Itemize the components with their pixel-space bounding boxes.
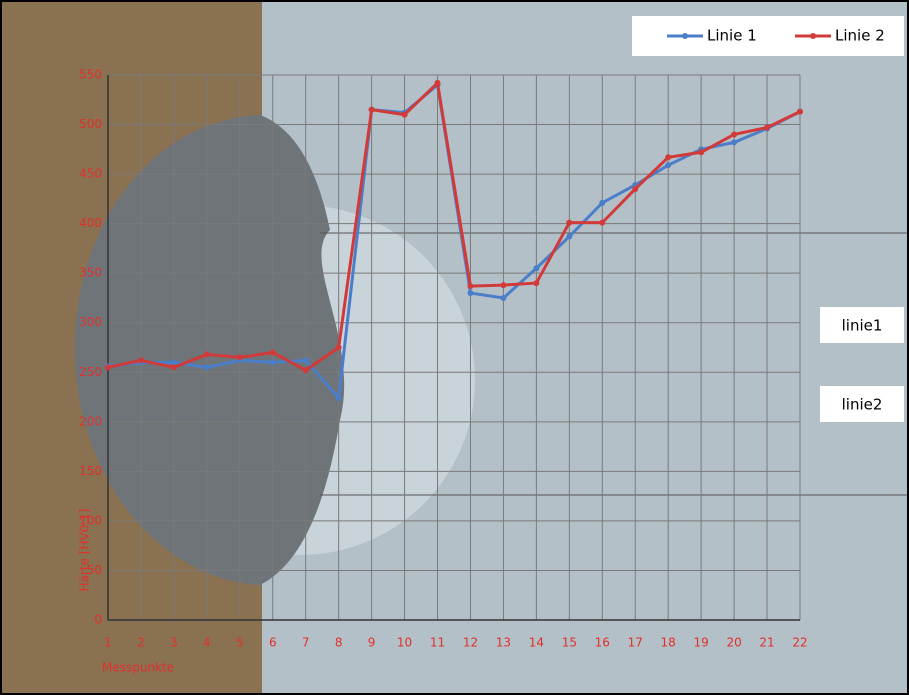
data-point	[170, 364, 177, 371]
x-tick-label: 2	[137, 636, 145, 650]
data-point	[731, 131, 738, 138]
x-tick-label: 14	[529, 636, 544, 650]
legend-marker	[810, 33, 816, 39]
x-tick-label: 8	[335, 636, 343, 650]
data-point	[368, 106, 375, 113]
data-point	[599, 199, 606, 206]
x-tick-label: 21	[759, 636, 774, 650]
data-point	[434, 79, 441, 86]
x-tick-label: 12	[463, 636, 478, 650]
data-point	[203, 364, 210, 371]
data-point	[566, 219, 573, 226]
data-point	[269, 349, 276, 356]
data-point	[533, 280, 540, 287]
y-tick-label: 0	[94, 613, 102, 627]
y-tick-label: 450	[79, 167, 102, 181]
x-tick-label: 15	[562, 636, 577, 650]
data-point	[203, 351, 210, 358]
data-point	[170, 359, 177, 366]
data-point	[566, 233, 573, 240]
data-point	[500, 282, 507, 289]
data-point	[665, 154, 672, 161]
x-tick-label: 18	[661, 636, 676, 650]
annotation: linie2	[842, 396, 883, 414]
data-point	[632, 185, 639, 192]
legend-label: Linie 2	[835, 27, 885, 45]
x-tick-label: 3	[170, 636, 178, 650]
y-tick-label: 250	[79, 365, 102, 379]
data-point	[764, 124, 771, 131]
x-tick-label: 20	[726, 636, 741, 650]
data-point	[105, 364, 111, 371]
y-tick-label: 150	[79, 464, 102, 478]
data-point	[335, 395, 342, 402]
x-tick-label: 13	[496, 636, 511, 650]
x-tick-label: 19	[694, 636, 709, 650]
series-line	[107, 79, 801, 373]
data-point	[236, 354, 243, 361]
y-tick-label: 500	[79, 117, 102, 131]
data-point	[137, 357, 144, 364]
x-axis-label: Messpunkte	[102, 661, 174, 675]
data-point	[698, 149, 705, 156]
x-tick-label: 7	[302, 636, 310, 650]
y-axis-label: Härte [HV0,1]	[78, 509, 92, 592]
y-tick-label: 300	[79, 315, 102, 329]
data-point	[467, 283, 474, 290]
y-tick-label: 550	[79, 68, 102, 82]
data-point	[335, 344, 342, 351]
data-point	[401, 111, 408, 118]
data-point	[731, 139, 738, 146]
annotation-box	[820, 386, 904, 422]
x-tick-label: 10	[397, 636, 412, 650]
y-tick-label: 100	[79, 513, 102, 527]
x-tick-label: 17	[628, 636, 643, 650]
annotation: linie1	[842, 317, 883, 335]
data-point	[302, 357, 309, 364]
data-point	[797, 108, 803, 115]
x-tick-label: 5	[236, 636, 244, 650]
y-tick-label: 200	[79, 414, 102, 428]
data-point	[599, 219, 606, 226]
x-tick-label: 22	[792, 636, 807, 650]
x-tick-label: 1	[104, 636, 112, 650]
x-tick-label: 16	[595, 636, 610, 650]
annotation-box	[820, 307, 904, 343]
legend-label: Linie 1	[707, 27, 757, 45]
data-point	[467, 290, 474, 296]
x-tick-label: 11	[430, 636, 445, 650]
data-point	[269, 359, 276, 366]
legend-marker	[682, 33, 688, 39]
data-point	[665, 162, 672, 169]
x-tick-label: 9	[368, 636, 376, 650]
weld-zone	[74, 115, 345, 585]
data-point	[533, 265, 540, 272]
x-tick-label: 4	[203, 636, 211, 650]
y-tick-label: 350	[79, 266, 102, 280]
y-tick-label: 50	[87, 563, 102, 577]
y-tick-label: 400	[79, 216, 102, 230]
data-point	[500, 294, 507, 301]
data-point	[302, 367, 309, 374]
x-tick-label: 6	[269, 636, 277, 650]
